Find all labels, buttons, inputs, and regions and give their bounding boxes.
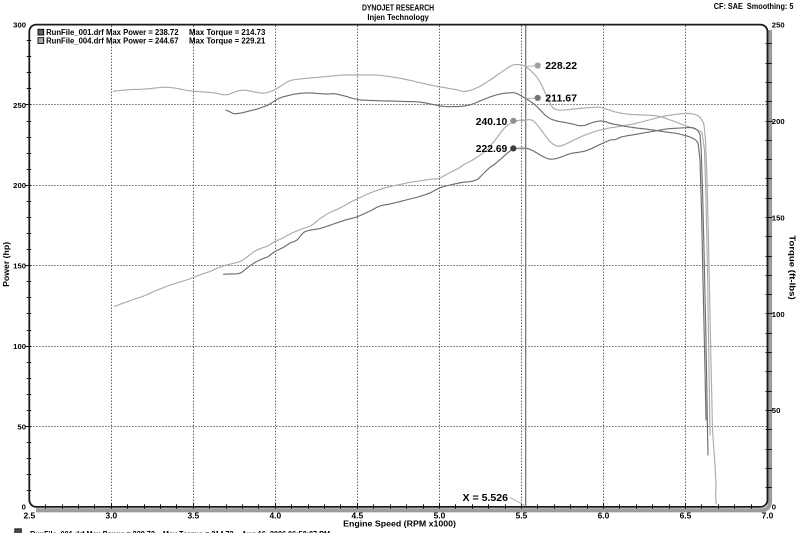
svg-text:211.67: 211.67 [545, 93, 577, 104]
svg-text:100: 100 [13, 342, 26, 351]
svg-text:3.0: 3.0 [106, 511, 118, 520]
svg-text:Power (hp): Power (hp) [2, 242, 11, 287]
svg-text:150: 150 [13, 262, 26, 271]
svg-text:Torque (ft-lbs): Torque (ft-lbs) [788, 235, 797, 300]
svg-text:228.22: 228.22 [545, 61, 577, 72]
svg-text:250: 250 [13, 101, 26, 110]
svg-text:5.5: 5.5 [516, 511, 528, 520]
svg-text:0: 0 [772, 503, 776, 512]
svg-text:50: 50 [17, 422, 26, 431]
svg-text:2.5: 2.5 [24, 511, 36, 520]
svg-text:Max Torque = 229.21: Max Torque = 229.21 [189, 36, 266, 45]
svg-text:200: 200 [772, 117, 785, 126]
svg-text:6.5: 6.5 [680, 511, 692, 520]
svg-text:Engine Speed (RPM x1000): Engine Speed (RPM x1000) [343, 520, 456, 529]
svg-text:3.5: 3.5 [188, 511, 200, 520]
svg-text:50: 50 [772, 406, 781, 415]
svg-text:6.0: 6.0 [598, 511, 610, 520]
svg-text:200: 200 [13, 181, 26, 190]
svg-text:0: 0 [22, 503, 26, 512]
svg-text:X = 5.526: X = 5.526 [463, 493, 509, 504]
svg-text:CF: SAE Smoothing: 5: CF: SAE Smoothing: 5 [714, 2, 794, 11]
svg-text:222.69: 222.69 [476, 144, 508, 155]
svg-text:4.0: 4.0 [270, 511, 282, 520]
svg-text:250: 250 [772, 20, 785, 29]
svg-text:240.10: 240.10 [476, 117, 508, 128]
svg-text:150: 150 [772, 213, 785, 222]
svg-text:300: 300 [13, 20, 26, 29]
svg-text:7.0: 7.0 [762, 511, 774, 520]
svg-text:100: 100 [772, 310, 785, 319]
svg-text:Injen Technology: Injen Technology [367, 12, 429, 22]
svg-text:RunFile_004.drf Max Power = 24: RunFile_004.drf Max Power = 244.67 [46, 36, 179, 45]
